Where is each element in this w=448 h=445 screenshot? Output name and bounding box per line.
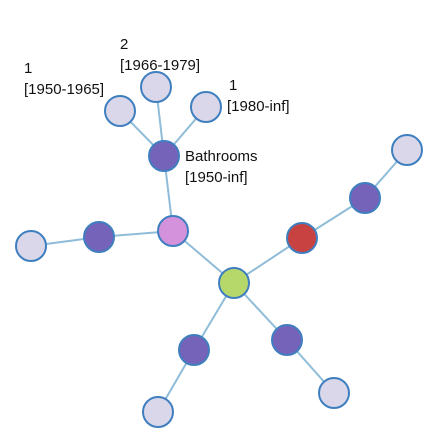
node (157, 215, 189, 247)
leaf-node (190, 91, 222, 123)
leaf-node (140, 71, 172, 103)
leaf-node (318, 377, 350, 409)
node (271, 324, 303, 356)
node-label: 2 (120, 36, 128, 53)
node-label: 1 (24, 60, 32, 77)
node-label: [1950-1965] (24, 81, 104, 98)
labels: 1 [1950-1965] 2 [1966-1979] 1 [1980-inf]… (24, 36, 290, 186)
node-label: Bathrooms (185, 148, 258, 165)
edges (30, 86, 408, 413)
node (286, 222, 318, 254)
node (148, 140, 180, 172)
leaf-node (142, 396, 174, 428)
node-label: [1966-1979] (120, 57, 200, 74)
node-label: 1 (229, 77, 237, 94)
nodes (15, 71, 423, 428)
leaf-node (104, 95, 136, 127)
node (83, 221, 115, 253)
leaf-node (15, 230, 47, 262)
leaf-node (391, 134, 423, 166)
node (178, 334, 210, 366)
root-node (218, 267, 250, 299)
node (349, 182, 381, 214)
node-label: [1950-inf] (185, 169, 248, 186)
node-label: [1980-inf] (227, 98, 290, 115)
